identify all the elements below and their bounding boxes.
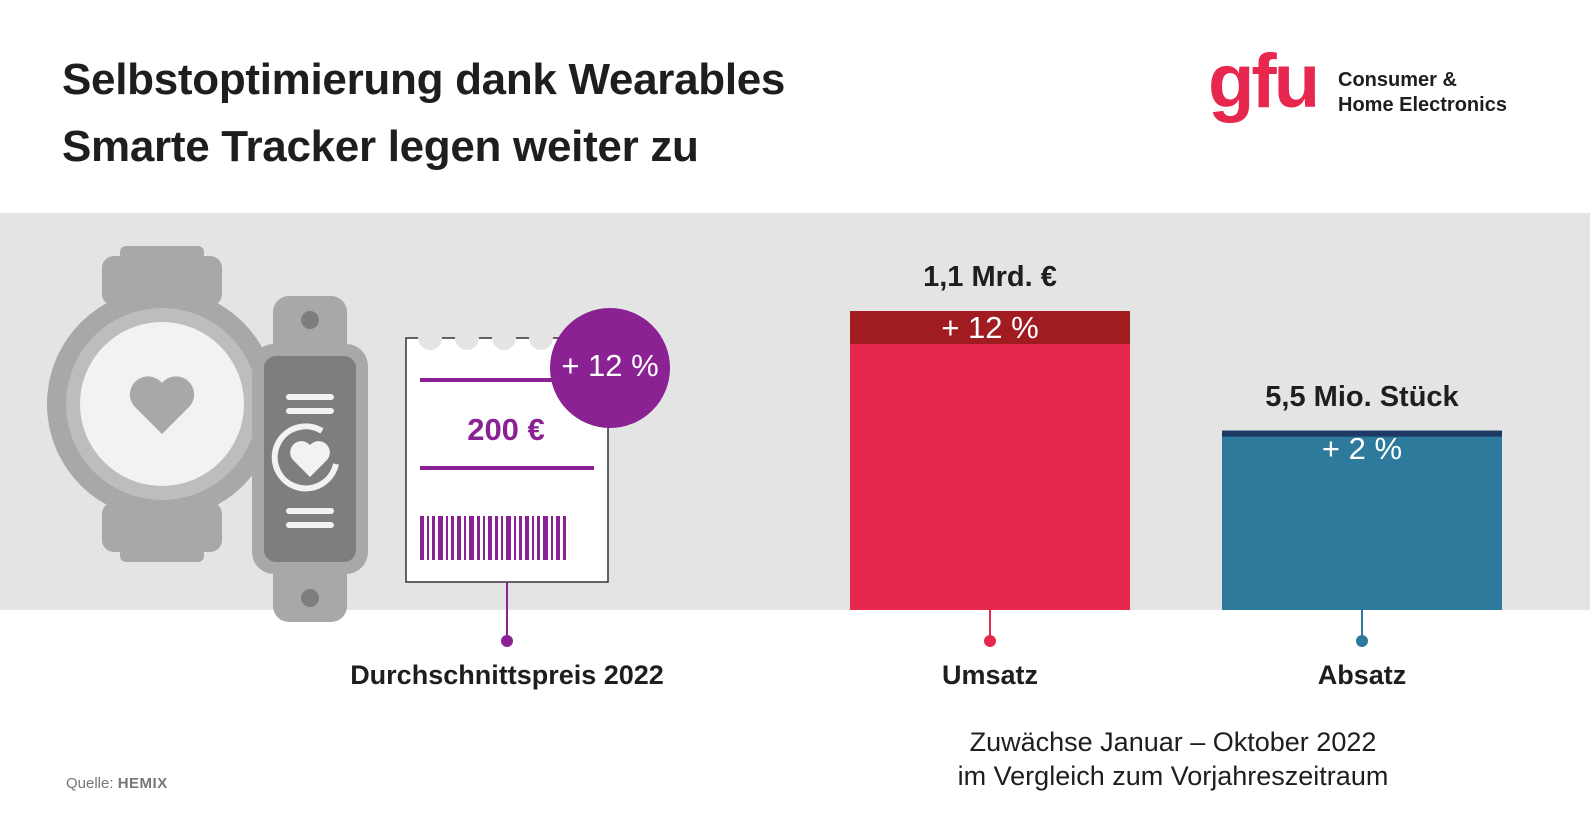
barcode-stripe — [551, 516, 553, 560]
footnote-line2: im Vergleich zum Vorjahreszeitraum — [957, 761, 1389, 791]
barcode-stripe — [543, 516, 548, 560]
bar-umsatz — [850, 311, 1130, 610]
page-title-line2: Smarte Tracker legen weiter zu — [62, 122, 699, 171]
barcode-stripe — [556, 516, 560, 560]
barcode-stripe — [501, 516, 503, 560]
price-growth-label: + 12 % — [561, 348, 659, 383]
barcode-stripe — [519, 516, 522, 560]
barcode-stripe — [483, 516, 485, 560]
price-connector-dot — [501, 635, 513, 647]
absatz-growth-label: + 2 % — [1321, 430, 1403, 466]
umsatz-category-label: Umsatz — [941, 660, 1039, 690]
price-category-label: Durchschnittspreis 2022 — [350, 660, 664, 690]
connector-dot-absatz — [1356, 635, 1368, 647]
absatz-category-label: Absatz — [1317, 660, 1407, 690]
gfu-logo: gfu — [1208, 39, 1320, 124]
average-price-value: 200 € — [467, 412, 545, 447]
source-prefix: Quelle: — [66, 775, 114, 792]
barcode-stripe — [477, 516, 480, 560]
barcode-stripe — [495, 516, 498, 560]
barcode-stripe — [451, 516, 454, 560]
barcode-stripe — [457, 516, 461, 560]
barcode-stripe — [525, 516, 529, 560]
barcode-stripe — [420, 516, 424, 560]
barcode-stripe — [438, 516, 443, 560]
barcode-stripe — [488, 516, 492, 560]
chart-footnote: Zuwächse Januar – Oktober 2022 im Vergle… — [900, 725, 1446, 793]
absatz-value-label: 5,5 Mio. Stück — [1265, 380, 1459, 413]
price-growth-badge — [550, 308, 670, 428]
barcode-stripe — [532, 516, 534, 560]
bar-absatz — [1222, 430, 1502, 610]
barcode-stripe — [563, 516, 566, 560]
barcode-stripe — [427, 516, 429, 560]
gfu-logo-subtitle: Consumer & Home Electronics — [1338, 68, 1507, 118]
connector-dot-umsatz — [984, 635, 996, 647]
barcode-stripe — [469, 516, 474, 560]
barcode-stripe — [464, 516, 466, 560]
receipt-icon — [405, 326, 609, 583]
barcode-stripe — [506, 516, 511, 560]
barcode-stripe — [432, 516, 435, 560]
barcode-stripe — [514, 516, 516, 560]
footnote-line1: Zuwächse Januar – Oktober 2022 — [969, 727, 1377, 757]
umsatz-value-label: 1,1 Mrd. € — [923, 261, 1057, 293]
source-note: Quelle: HEMIX — [66, 775, 168, 792]
smartwatch-icon — [47, 246, 277, 562]
barcode-stripe — [446, 516, 448, 560]
bar-growth-segment-umsatz — [850, 311, 1130, 344]
page-title-line1: Selbstoptimierung dank Wearables — [62, 55, 786, 104]
source-brand-logo: HEMIX — [117, 775, 168, 792]
logo-sub-line2: Home Electronics — [1338, 94, 1507, 116]
umsatz-growth-label: + 12 % — [941, 310, 1039, 345]
fitness-tracker-icon — [252, 296, 368, 622]
logo-sub-line1: Consumer & — [1338, 69, 1457, 91]
barcode-stripe — [537, 516, 540, 560]
bar-growth-segment-absatz — [1222, 430, 1502, 437]
